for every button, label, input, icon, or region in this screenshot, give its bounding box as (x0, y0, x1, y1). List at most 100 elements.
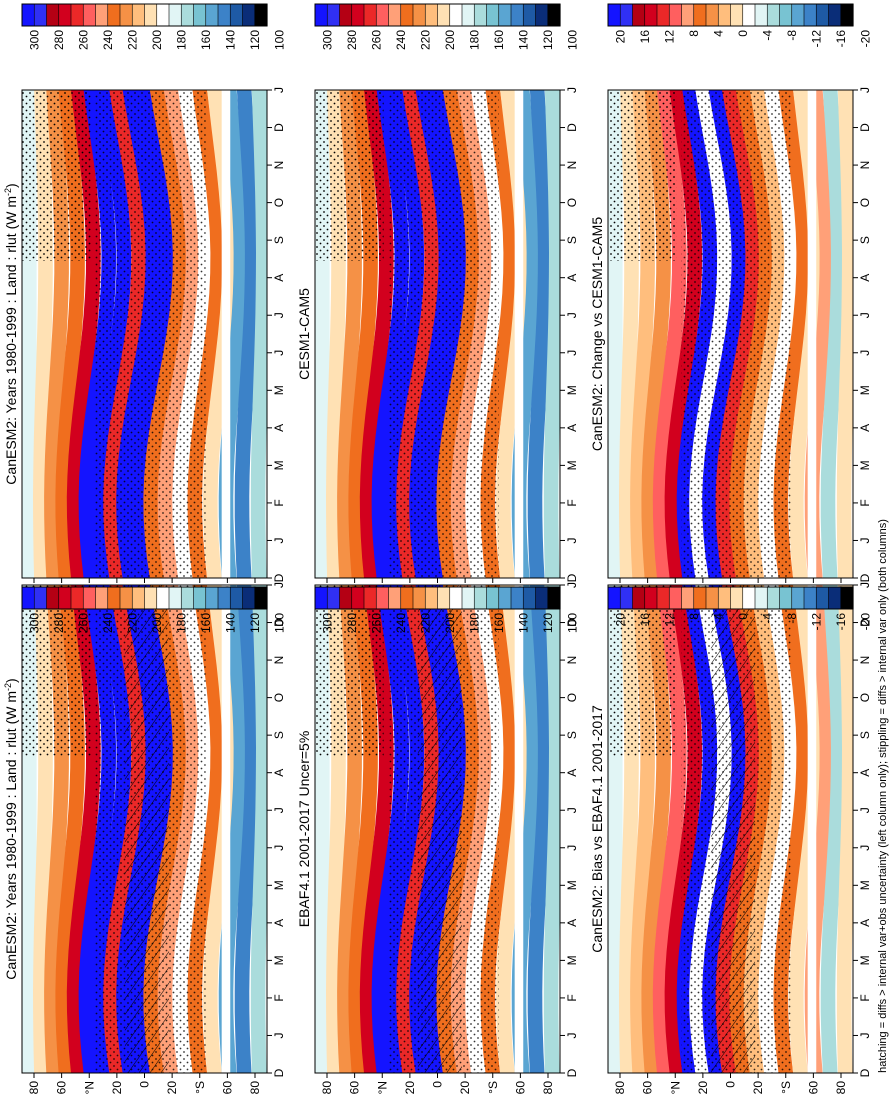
colorbar-swatch (437, 586, 451, 610)
colorbar-label: 220 (418, 613, 432, 633)
month-tick-label: M (272, 880, 286, 890)
lat-tick-label: 20 (110, 1081, 124, 1095)
month-tick-label: O (272, 693, 286, 702)
colorbar-label: 200 (150, 30, 164, 50)
footer-caption: hatching = diffs > internal var+obs unce… (877, 519, 889, 1073)
colorbar-swatch (131, 3, 146, 27)
heatmap-field (608, 585, 853, 1073)
colorbar-label: 200 (443, 30, 457, 50)
month-tick-label: N (858, 656, 872, 665)
month-tick-label: S (858, 236, 872, 244)
month-tick-label: O (565, 693, 579, 702)
lat-tick-label: 80 (834, 1081, 848, 1095)
colorbar-label: 12 (662, 30, 676, 44)
month-tick-label: M (565, 880, 579, 890)
contour-band (820, 90, 846, 578)
month-tick-label: J (858, 312, 872, 318)
colorbar-swatch (668, 3, 683, 27)
panel-p1: 80 60 °N 20 0 20 °S 60 80DJFMAMJJASONDJCanESM2: … (3, 582, 286, 1094)
lat-tick-label: 80 (613, 1081, 627, 1095)
colorbar-label: 100 (272, 613, 286, 633)
colorbar-label: 280 (345, 613, 359, 633)
month-tick-label: A (565, 274, 579, 282)
contour-band (66, 585, 101, 1073)
colorbar-label: 4 (711, 613, 725, 620)
colorbar-swatch (95, 3, 109, 27)
colorbar-swatch (791, 3, 805, 27)
colorbar-label: 300 (320, 30, 334, 50)
lat-tick-label: 80 (541, 1081, 555, 1095)
colorbar-label: -12 (809, 613, 823, 631)
stippling (608, 90, 677, 261)
month-tick-label: A (272, 424, 286, 432)
lat-tick-label: °S (486, 1081, 500, 1094)
month-tick-label: A (272, 769, 286, 777)
lat-tick-label: °N (82, 1081, 96, 1094)
hatching (124, 585, 169, 1073)
lat-tick-label: 60 (220, 1081, 234, 1095)
stippling (388, 90, 499, 578)
colorbar-label: 120 (541, 30, 555, 50)
colorbar-swatch (522, 586, 537, 610)
colorbar-label: 220 (418, 30, 432, 50)
contour-band (234, 90, 260, 578)
month-tick-label: J (858, 582, 872, 588)
month-tick-label: A (272, 274, 286, 282)
lat-tick-label: 0 (724, 1081, 738, 1088)
month-tick-label: J (858, 350, 872, 356)
contour-band (527, 585, 553, 1073)
colorbar-swatch (730, 3, 744, 27)
colorbar-swatch (461, 3, 475, 27)
month-tick-label: M (272, 955, 286, 965)
colorbar-swatch (840, 586, 854, 610)
month-tick-label: A (858, 424, 872, 432)
colorbar-swatch (498, 586, 512, 610)
colorbar-swatch (730, 586, 744, 610)
colorbar-label: -12 (809, 30, 823, 48)
colorbar-swatch (156, 3, 170, 27)
colorbar-swatch (70, 586, 84, 610)
no-data-strip (514, 585, 524, 1073)
panel-p4: 8060°N20020°S6080DJFMAMJJASONDJCESM1-CAM… (296, 87, 579, 599)
colorbar-swatch (779, 586, 793, 610)
month-tick-label: D (565, 123, 579, 132)
stippling (95, 90, 206, 578)
colorbar-swatch (619, 3, 634, 27)
colorbar-swatch (107, 3, 121, 27)
month-tick-label: N (565, 656, 579, 665)
panels-layer: 80 60 °N 20 0 20 °S 60 80DJFMAMJJASONDJCanESM2: … (3, 87, 872, 1094)
colorbar-label: 8 (687, 613, 701, 620)
stippling (22, 585, 91, 756)
month-tick-label: J (272, 350, 286, 356)
colorbar-swatch (522, 3, 537, 27)
panel-p5: 80 60 °N 20 0 20 °S 60 80DJFMAMJJASONDJCanESM2: … (589, 582, 872, 1094)
colorbar-swatch (486, 3, 500, 27)
colorbar-swatch (607, 3, 621, 27)
colorbar-swatch (107, 586, 121, 610)
lat-tick-label: 60 (348, 1081, 362, 1095)
hatching (710, 585, 755, 1073)
colorbar-swatch (632, 3, 646, 27)
colorbar-swatch (473, 3, 488, 27)
no-data-strip (807, 585, 817, 1073)
month-tick-label: J (272, 582, 286, 588)
contour-band (66, 90, 101, 578)
colorbar: 300 280 260 240 220 200 180 160 140 120 100 (314, 3, 579, 50)
colorbar-swatch (656, 586, 670, 610)
month-tick-label: N (272, 161, 286, 170)
stippling (608, 585, 677, 756)
contour-band (359, 585, 394, 1073)
colorbar-swatch (486, 586, 500, 610)
colorbar-label: -16 (834, 30, 848, 48)
contour-band (250, 90, 267, 578)
colorbar-swatch (119, 3, 133, 27)
colorbar-swatch (742, 3, 756, 27)
colorbar-label: -4 (760, 613, 774, 624)
colorbar-label: 180 (467, 613, 481, 633)
month-tick-label: J (272, 312, 286, 318)
colorbar-swatch (815, 586, 830, 610)
colorbar-label: 100 (565, 30, 579, 50)
colorbar-label: 12 (662, 613, 676, 627)
month-tick-label: S (272, 236, 286, 244)
colorbar-swatch (828, 586, 842, 610)
